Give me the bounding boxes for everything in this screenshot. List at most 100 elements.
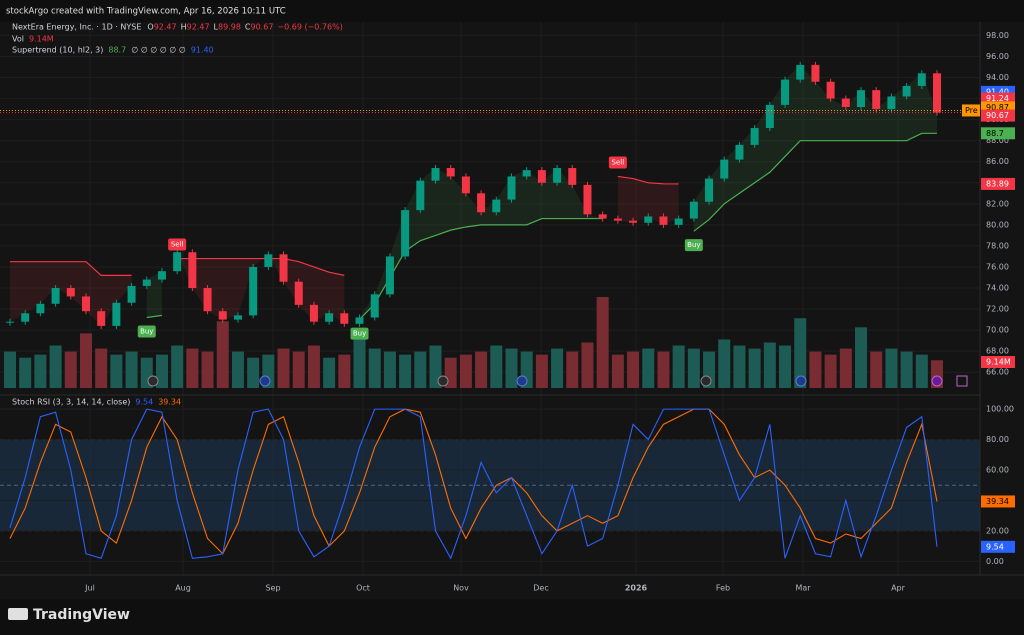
volume-bar <box>64 351 77 388</box>
candle <box>157 271 166 280</box>
volume-bar <box>110 354 123 388</box>
candle <box>66 288 75 297</box>
dividend-icon[interactable] <box>259 375 271 387</box>
volume-bar <box>809 351 822 388</box>
volume-bar <box>748 348 761 388</box>
x-tick-label: Sep <box>265 584 280 593</box>
candle <box>917 73 926 86</box>
candle <box>97 311 106 326</box>
volume-title: Vol <box>12 35 24 44</box>
signal-label: Buy <box>353 330 366 338</box>
candle <box>933 73 941 113</box>
supertrend-empty: ∅ ∅ ∅ ∅ ∅ ∅ <box>131 46 186 55</box>
volume-bar <box>414 351 427 388</box>
candle <box>249 266 258 316</box>
volume-bar <box>839 348 852 388</box>
candle <box>492 199 501 213</box>
y-tick-label: 78.00 <box>986 241 1009 250</box>
candle <box>142 279 151 286</box>
ohlc-prefix: L <box>214 23 219 32</box>
earnings-icon[interactable] <box>437 375 449 387</box>
ohlc-value: 92.47 <box>187 23 210 32</box>
price-badge <box>981 177 1015 190</box>
y-tick-label: 60.00 <box>986 466 1009 475</box>
x-tick-label: Jul <box>84 584 95 593</box>
volume-bar <box>611 354 624 388</box>
candle <box>203 288 212 312</box>
upcoming-earnings-icon[interactable] <box>956 375 968 387</box>
logo: TradingView <box>8 607 130 623</box>
stoch-badge-label: 9.54 <box>986 542 1004 551</box>
volume-bar <box>915 354 928 388</box>
volume-bar <box>216 321 229 388</box>
upcoming-icon[interactable] <box>931 375 943 387</box>
candle <box>674 218 683 225</box>
logo-mark <box>8 608 28 620</box>
volume-bar <box>596 297 609 388</box>
volume-bar <box>870 351 883 388</box>
x-tick-label: Mar <box>795 584 811 593</box>
y-tick-label: 72.00 <box>986 305 1009 314</box>
ohlc-value: 92.47 <box>154 23 177 32</box>
supertrend-line <box>10 261 132 276</box>
candle <box>6 321 14 323</box>
volume-bar <box>657 351 670 388</box>
stoch-line <box>9 408 938 560</box>
supertrend-value: 88.7 <box>108 46 126 55</box>
y-tick-label: 88.00 <box>986 136 1009 145</box>
volume-bar <box>247 357 260 388</box>
pre-tag <box>962 104 980 117</box>
brand: TradingView <box>33 607 130 623</box>
candle <box>735 144 744 160</box>
candle <box>309 304 318 322</box>
signal-label: Buy <box>140 327 153 335</box>
candle <box>355 317 364 324</box>
price-badge-label: 88.7 <box>986 129 1004 138</box>
x-tick-label: Oct <box>356 584 370 593</box>
volume-bar <box>292 351 305 388</box>
stoch-line <box>9 408 938 555</box>
ohlc-prefix: H <box>181 23 187 32</box>
pre-tag-label: Pre <box>965 106 978 115</box>
price-badge <box>981 109 1015 122</box>
signal-box <box>137 325 156 338</box>
volume-bar <box>627 351 640 388</box>
volume-bar <box>763 342 776 388</box>
supertrend-fill <box>177 252 345 324</box>
volume-bar <box>535 354 548 388</box>
volume-bar <box>201 351 214 388</box>
symbol: NextEra Energy, Inc. · 1D · NYSE <box>12 23 141 32</box>
y-tick-label: 100.00 <box>986 405 1014 414</box>
candle <box>173 252 182 272</box>
candle <box>218 311 227 320</box>
volume-bar <box>277 348 290 388</box>
volume-bar <box>718 339 731 388</box>
volume-bar <box>855 327 868 388</box>
y-tick-label: 74.00 <box>986 284 1009 293</box>
earnings-icon[interactable] <box>700 375 712 387</box>
volume-bar <box>368 348 381 388</box>
volume-bar <box>323 357 336 388</box>
candle <box>51 288 60 304</box>
volume-bar <box>551 348 564 388</box>
candle <box>401 210 410 257</box>
y-tick-label: 20.00 <box>986 526 1009 535</box>
candle <box>431 168 440 181</box>
candle <box>477 193 486 213</box>
dividend-icon[interactable] <box>795 375 807 387</box>
y-tick-label: 86.00 <box>986 157 1009 166</box>
candle <box>629 220 638 223</box>
y-tick-label: 66.00 <box>986 368 1009 377</box>
dividend-icon[interactable] <box>516 375 528 387</box>
y-tick-label: 94.00 <box>986 73 1009 82</box>
price-badge-label: 91.40 <box>986 87 1009 96</box>
signal-box <box>608 156 627 169</box>
supertrend-line <box>146 314 163 319</box>
earnings-icon[interactable] <box>147 375 159 387</box>
candle <box>233 315 242 320</box>
supertrend-fill <box>617 176 679 225</box>
price-badge <box>981 127 1015 140</box>
y-tick-label: 82.00 <box>986 199 1009 208</box>
price-badge-label: 90.67 <box>986 111 1009 120</box>
stoch-value: 39.34 <box>158 398 181 407</box>
